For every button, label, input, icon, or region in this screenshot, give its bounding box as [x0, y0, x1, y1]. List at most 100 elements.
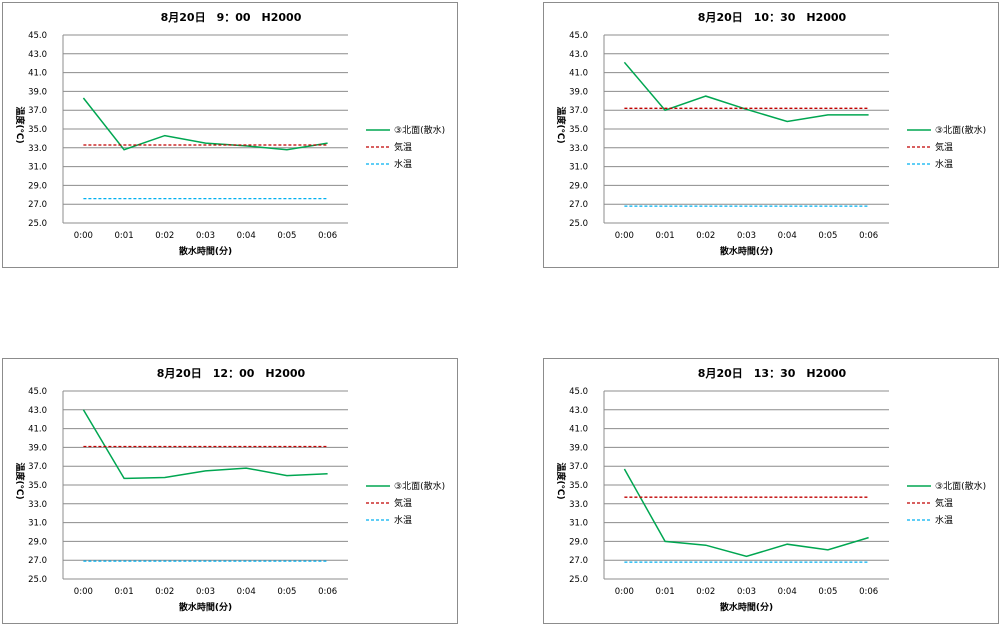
legend-label: ③北面(散水): [935, 480, 986, 492]
legend-label: ③北面(散水): [394, 480, 445, 492]
x-tick-label: 0:00: [615, 587, 634, 597]
y-tick-label: 27.0: [28, 200, 47, 210]
y-tick-label: 37.0: [569, 462, 588, 472]
x-tick-label: 0:01: [115, 587, 134, 597]
y-tick-label: 29.0: [569, 181, 588, 191]
x-tick-label: 0:03: [196, 587, 215, 597]
y-tick-label: 35.0: [28, 481, 47, 491]
x-axis-label: 散水時間(分): [720, 601, 773, 613]
y-tick-label: 41.0: [28, 425, 47, 435]
y-tick-label: 43.0: [569, 50, 588, 60]
y-tick-label: 27.0: [28, 556, 47, 566]
x-tick-label: 0:05: [277, 587, 296, 597]
chart-svg: 8月20日 10：30 H2000 45.0 43.0 41.0 39.0 37.0 35.…: [555, 11, 986, 257]
y-tick-label: 45.0: [28, 31, 47, 41]
y-tick-label: 31.0: [569, 519, 588, 529]
x-tick-label: 0:04: [237, 587, 256, 597]
y-tick-label: 29.0: [28, 181, 47, 191]
y-tick-label: 33.0: [569, 500, 588, 510]
y-tick-label: 41.0: [569, 69, 588, 79]
legend-label: 気温: [935, 497, 953, 509]
x-tick-label: 0:06: [859, 587, 878, 597]
y-tick-label: 25.0: [28, 219, 47, 229]
legend-label: 気温: [394, 497, 412, 509]
y-tick-label: 41.0: [569, 425, 588, 435]
x-tick-label: 0:00: [74, 231, 93, 241]
chart-svg: 8月20日 9：00 H2000 45.0 43.0 41.0 39.0 37.0 35.0…: [14, 11, 445, 257]
legend-label: 水温: [394, 514, 412, 526]
x-tick-label: 0:05: [818, 231, 837, 241]
y-tick-label: 31.0: [569, 163, 588, 173]
chart-title: 8月20日 9：00 H2000: [161, 11, 302, 24]
y-tick-label: 37.0: [569, 106, 588, 116]
x-tick-label: 0:02: [696, 231, 715, 241]
x-tick-label: 0:06: [859, 231, 878, 241]
x-tick-label: 0:04: [237, 231, 256, 241]
series-line-0: [623, 468, 869, 558]
legend-label: ③北面(散水): [394, 124, 445, 136]
x-tick-label: 0:04: [778, 587, 797, 597]
chart-panel-1330: 8月20日 13：30 H2000 45.0 43.0 41.0 39.0 37.0 35.…: [543, 358, 999, 624]
legend-label: 水温: [394, 158, 412, 170]
y-tick-label: 31.0: [28, 163, 47, 173]
y-axis-label: 温度(℃): [14, 106, 26, 143]
x-axis-label: 散水時間(分): [720, 245, 773, 257]
y-tick-label: 37.0: [28, 106, 47, 116]
legend-label: 水温: [935, 158, 953, 170]
x-tick-label: 0:02: [155, 587, 174, 597]
y-tick-label: 25.0: [569, 219, 588, 229]
y-axis-label: 温度(℃): [555, 106, 567, 143]
series-line-0: [82, 97, 328, 151]
y-tick-label: 35.0: [28, 125, 47, 135]
y-tick-label: 41.0: [28, 69, 47, 79]
x-tick-label: 0:05: [277, 231, 296, 241]
chart-panel-0900: 8月20日 9：00 H2000 45.0 43.0 41.0 39.0 37.0 35.0…: [2, 2, 458, 268]
x-axis-label: 散水時間(分): [179, 245, 232, 257]
y-axis-label: 温度(℃): [555, 462, 567, 499]
x-tick-label: 0:06: [318, 587, 337, 597]
y-tick-label: 25.0: [569, 575, 588, 585]
y-tick-label: 27.0: [569, 200, 588, 210]
x-tick-label: 0:00: [615, 231, 634, 241]
y-tick-label: 29.0: [28, 537, 47, 547]
x-axis-label: 散水時間(分): [179, 601, 232, 613]
y-tick-label: 33.0: [569, 144, 588, 154]
x-tick-label: 0:01: [656, 587, 675, 597]
y-tick-label: 45.0: [28, 387, 47, 397]
legend-label: 水温: [935, 514, 953, 526]
y-tick-label: 39.0: [28, 443, 47, 453]
chart-svg: 8月20日 13：30 H2000 45.0 43.0 41.0 39.0 37.0 35.…: [555, 367, 986, 613]
x-tick-label: 0:03: [737, 587, 756, 597]
y-tick-label: 43.0: [28, 406, 47, 416]
x-tick-label: 0:00: [74, 587, 93, 597]
series-line-0: [82, 409, 328, 480]
chart-panel-1200: 8月20日 12：00 H2000 45.0 43.0 41.0 39.0 37.0 35.…: [2, 358, 458, 624]
y-tick-label: 31.0: [28, 519, 47, 529]
chart-title: 8月20日 10：30 H2000: [698, 11, 847, 24]
y-tick-label: 33.0: [28, 500, 47, 510]
y-tick-label: 39.0: [569, 443, 588, 453]
y-tick-label: 45.0: [569, 31, 588, 41]
y-tick-label: 35.0: [569, 481, 588, 491]
x-tick-label: 0:04: [778, 231, 797, 241]
x-tick-label: 0:01: [115, 231, 134, 241]
y-tick-label: 33.0: [28, 144, 47, 154]
legend-label: ③北面(散水): [935, 124, 986, 136]
y-tick-label: 39.0: [569, 87, 588, 97]
y-tick-label: 45.0: [569, 387, 588, 397]
y-tick-label: 27.0: [569, 556, 588, 566]
y-tick-label: 43.0: [28, 50, 47, 60]
y-tick-label: 37.0: [28, 462, 47, 472]
x-tick-label: 0:02: [155, 231, 174, 241]
chart-svg: 8月20日 12：00 H2000 45.0 43.0 41.0 39.0 37.0 35.…: [14, 367, 445, 613]
y-axis-label: 温度(℃): [14, 462, 26, 499]
y-tick-label: 43.0: [569, 406, 588, 416]
chart-title: 8月20日 12：00 H2000: [157, 367, 306, 380]
chart-panel-1030: 8月20日 10：30 H2000 45.0 43.0 41.0 39.0 37.0 35.…: [543, 2, 999, 268]
x-tick-label: 0:06: [318, 231, 337, 241]
x-tick-label: 0:05: [818, 587, 837, 597]
legend-label: 気温: [935, 141, 953, 153]
x-tick-label: 0:03: [737, 231, 756, 241]
x-tick-label: 0:02: [696, 587, 715, 597]
chart-title: 8月20日 13：30 H2000: [698, 367, 847, 380]
